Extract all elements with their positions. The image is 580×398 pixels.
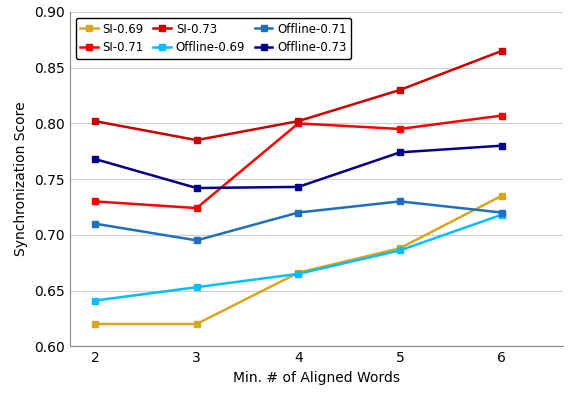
Offline-0.73 xyxy=(92,157,99,162)
Offline-0.69 xyxy=(397,248,404,253)
Offline-0.71 xyxy=(193,238,200,243)
Offline-0.71 xyxy=(397,199,404,204)
Line: SI-0.69: SI-0.69 xyxy=(92,193,505,327)
SI-0.73 xyxy=(498,49,505,53)
SI-0.69 xyxy=(295,270,302,275)
Offline-0.71 xyxy=(498,210,505,215)
Offline-0.69 xyxy=(498,213,505,217)
SI-0.73 xyxy=(397,88,404,92)
Y-axis label: Synchronization Score: Synchronization Score xyxy=(14,102,28,256)
SI-0.71 xyxy=(397,127,404,131)
SI-0.73 xyxy=(193,138,200,142)
Line: SI-0.73: SI-0.73 xyxy=(92,48,505,143)
Line: Offline-0.69: Offline-0.69 xyxy=(92,212,505,303)
Line: Offline-0.73: Offline-0.73 xyxy=(92,143,505,191)
SI-0.71 xyxy=(295,121,302,126)
SI-0.71 xyxy=(498,113,505,118)
Offline-0.73 xyxy=(295,185,302,189)
Line: SI-0.71: SI-0.71 xyxy=(92,113,505,211)
Offline-0.73 xyxy=(498,143,505,148)
Line: Offline-0.71: Offline-0.71 xyxy=(92,199,505,243)
Offline-0.69 xyxy=(193,285,200,290)
SI-0.69 xyxy=(92,322,99,326)
Offline-0.69 xyxy=(295,271,302,276)
Offline-0.71 xyxy=(295,210,302,215)
Offline-0.69 xyxy=(92,298,99,303)
SI-0.71 xyxy=(193,206,200,211)
Legend: SI-0.69, SI-0.71, SI-0.73, Offline-0.69, Offline-0.71, Offline-0.73: SI-0.69, SI-0.71, SI-0.73, Offline-0.69,… xyxy=(75,18,351,59)
SI-0.69 xyxy=(193,322,200,326)
SI-0.73 xyxy=(92,119,99,123)
SI-0.69 xyxy=(397,246,404,251)
X-axis label: Min. # of Aligned Words: Min. # of Aligned Words xyxy=(233,371,400,385)
SI-0.73 xyxy=(295,119,302,123)
SI-0.71 xyxy=(92,199,99,204)
SI-0.69 xyxy=(498,193,505,198)
Offline-0.73 xyxy=(397,150,404,155)
Offline-0.71 xyxy=(92,221,99,226)
Offline-0.73 xyxy=(193,185,200,190)
